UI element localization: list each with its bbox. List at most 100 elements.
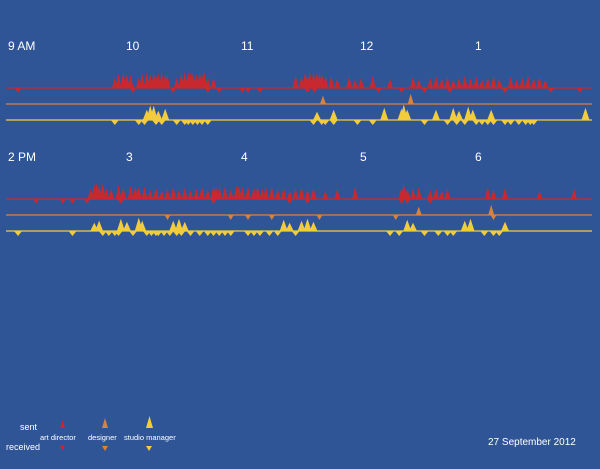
studio-manager-sent-marker (279, 219, 288, 231)
art-director-sent-marker (352, 186, 359, 199)
designer-received-marker (245, 215, 251, 220)
art-director-sent-marker (450, 79, 457, 88)
legend-sent-label: sent (20, 422, 38, 432)
legend-designer-sent-marker (102, 418, 108, 428)
art-director-sent-marker (358, 77, 365, 88)
art-director-received-marker (502, 88, 508, 93)
art-director-sent-marker (571, 188, 577, 199)
designer-received-marker (316, 215, 323, 220)
studio-manager-received-marker (14, 231, 23, 236)
studio-manager-received-marker (110, 120, 119, 125)
art-director-received-marker (404, 199, 411, 204)
art-director-sent-marker (433, 187, 439, 199)
art-director-received-marker (245, 88, 251, 93)
art-director-sent-marker (170, 186, 177, 199)
art-director-received-marker (311, 88, 318, 93)
art-director-received-marker (421, 88, 428, 93)
art-director-sent-marker (141, 186, 148, 199)
legend-studio-manager-sent-marker (146, 416, 153, 428)
legend-received-label: received (6, 442, 40, 452)
hour-tick-label: 12 (360, 39, 374, 53)
art-director-sent-marker (262, 186, 269, 199)
art-director-received-marker (130, 88, 136, 93)
studio-manager-received-marker (329, 120, 338, 125)
art-director-sent-marker (536, 190, 543, 199)
art-director-sent-marker (519, 77, 526, 88)
studio-manager-received-marker (98, 231, 107, 236)
art-director-sent-marker (525, 75, 531, 88)
studio-manager-sent-marker (169, 220, 178, 231)
art-director-sent-marker (286, 190, 293, 199)
art-director-sent-marker (369, 75, 376, 88)
studio-manager-sent-marker (329, 109, 338, 120)
studio-manager-sent-marker (154, 110, 163, 120)
hour-tick-label: 10 (126, 39, 140, 53)
art-director-sent-marker (456, 77, 462, 88)
art-director-sent-marker (164, 188, 171, 199)
studio-manager-sent-marker (455, 110, 463, 120)
studio-manager-received-marker (157, 120, 166, 125)
studio-manager-received-marker (152, 120, 160, 125)
hour-tick-label: 4 (241, 150, 248, 164)
studio-manager-sent-marker (309, 221, 318, 231)
art-director-sent-marker (254, 185, 261, 199)
art-director-sent-marker (127, 74, 134, 88)
studio-manager-sent-marker (449, 107, 458, 120)
art-director-received-marker (548, 88, 554, 93)
studio-manager-sent-marker (501, 221, 509, 231)
art-director-sent-marker (120, 72, 127, 88)
date-label: 27 September 2012 (488, 437, 576, 448)
studio-manager-received-marker (215, 231, 224, 236)
art-director-sent-marker (227, 189, 234, 199)
hour-tick-label: 1 (475, 39, 482, 53)
studio-manager-received-marker (452, 120, 461, 125)
studio-manager-received-marker (114, 231, 123, 236)
art-director-sent-marker (268, 186, 275, 199)
hour-tick-label: 11 (241, 39, 254, 53)
art-director-sent-marker (120, 187, 127, 199)
art-director-received-marker (286, 199, 293, 204)
art-director-received-marker (304, 199, 311, 204)
studio-manager-received-marker (221, 231, 229, 236)
art-director-sent-marker (542, 79, 549, 88)
art-director-sent-marker (479, 79, 485, 88)
studio-manager-received-marker (104, 231, 113, 236)
art-director-received-marker (427, 199, 434, 204)
art-director-sent-marker (322, 190, 329, 199)
studio-manager-received-marker (489, 231, 498, 236)
art-director-sent-marker (484, 77, 491, 88)
studio-manager-received-marker (495, 231, 504, 236)
art-director-sent-marker (280, 187, 287, 199)
studio-manager-received-marker (249, 231, 258, 236)
art-director-sent-marker (334, 188, 341, 199)
art-director-received-marker (398, 88, 405, 93)
art-director-sent-marker (204, 77, 211, 88)
art-director-sent-marker (210, 77, 217, 88)
studio-manager-received-marker (368, 120, 377, 125)
art-director-sent-marker (438, 78, 445, 88)
studio-manager-received-marker (443, 231, 452, 236)
studio-manager-received-marker (395, 231, 404, 236)
art-director-sent-marker (204, 189, 211, 199)
art-director-sent-marker (274, 189, 281, 199)
art-director-received-marker (398, 199, 405, 204)
studio-manager-sent-marker (460, 220, 469, 231)
studio-manager-sent-marker (122, 221, 131, 231)
legend-role-art-director: art director (40, 433, 76, 442)
designer-received-marker (227, 215, 234, 220)
art-director-sent-marker (245, 186, 251, 199)
art-director-sent-marker (310, 187, 317, 199)
art-director-sent-marker (438, 190, 445, 199)
art-director-sent-marker (103, 188, 110, 199)
art-director-sent-marker (298, 186, 305, 199)
art-director-sent-marker (239, 186, 246, 199)
art-director-sent-marker (490, 189, 497, 199)
art-director-sent-marker (410, 76, 416, 88)
art-director-sent-marker (108, 188, 115, 199)
studio-manager-sent-marker (403, 219, 412, 231)
studio-manager-received-marker (420, 120, 429, 125)
studio-manager-sent-marker (138, 220, 147, 231)
studio-manager-received-marker (460, 120, 469, 125)
designer-sent-marker (415, 206, 422, 215)
